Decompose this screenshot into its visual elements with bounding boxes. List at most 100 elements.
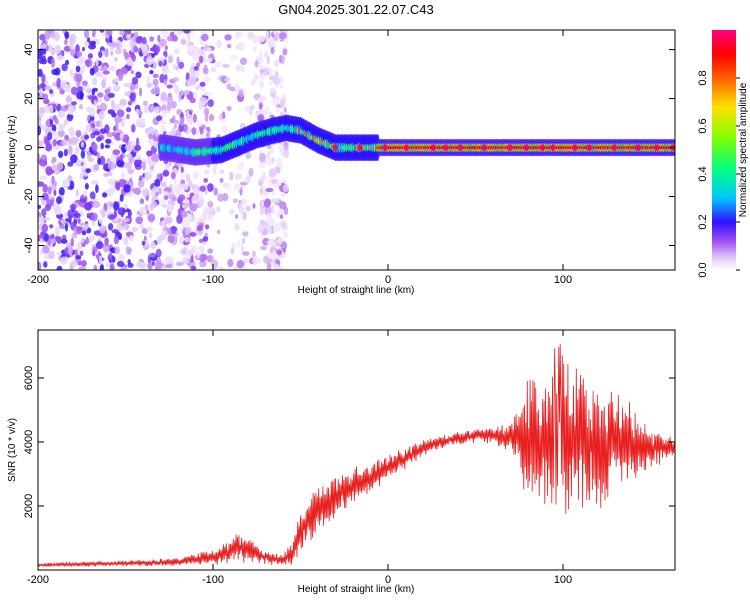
snr-frame xyxy=(37,329,676,571)
noise-cell xyxy=(57,129,65,138)
noise-cell xyxy=(178,93,182,102)
y-tick-label: 40 xyxy=(23,43,35,55)
noise-cell xyxy=(163,63,169,73)
noise-cell xyxy=(241,265,248,270)
noise-cell xyxy=(198,55,204,64)
noise-cell xyxy=(130,69,135,75)
ridge-peak-cell xyxy=(430,144,436,151)
noise-cell xyxy=(84,183,89,190)
noise-cell xyxy=(213,187,218,196)
noise-cell xyxy=(40,231,46,236)
noise-cell xyxy=(115,121,119,132)
noise-cell xyxy=(151,160,156,166)
noise-cell xyxy=(104,144,111,149)
main-title: GN04.2025.301.22.07.C43 xyxy=(278,2,433,17)
noise-cell xyxy=(153,45,161,54)
noise-cell xyxy=(65,59,70,66)
noise-cell xyxy=(160,181,167,188)
noise-cell xyxy=(215,206,221,213)
noise-cell xyxy=(38,153,41,163)
noise-cell xyxy=(175,65,180,71)
noise-cell xyxy=(249,105,256,110)
noise-cell xyxy=(216,39,223,49)
noise-cell xyxy=(140,43,148,52)
noise-cell xyxy=(123,218,130,223)
noise-cell xyxy=(151,153,159,163)
colorbar-tick-label: 0.2 xyxy=(697,214,709,229)
noise-cell xyxy=(38,125,42,136)
noise-cell xyxy=(198,48,205,56)
noise-cell xyxy=(229,171,234,181)
noise-cell xyxy=(141,240,146,246)
noise-cell xyxy=(183,30,191,34)
noise-cell xyxy=(80,237,85,244)
colorbar-tick-label: 0.4 xyxy=(697,166,709,181)
ridge-peak-cell xyxy=(443,144,449,151)
noise-cell xyxy=(161,230,168,235)
noise-cell xyxy=(76,60,84,66)
noise-cell xyxy=(58,187,65,196)
noise-cell xyxy=(61,138,68,147)
noise-cell xyxy=(63,119,69,126)
noise-cell xyxy=(41,56,47,63)
noise-cell xyxy=(275,107,280,115)
noise-cell xyxy=(66,113,74,122)
noise-cell xyxy=(84,134,90,140)
noise-cell xyxy=(250,79,256,86)
noise-cell xyxy=(69,42,74,50)
noise-cell xyxy=(224,34,232,41)
noise-cell xyxy=(51,156,57,163)
noise-cell xyxy=(265,159,274,166)
noise-cell xyxy=(79,222,85,227)
noise-cell xyxy=(236,161,245,171)
noise-cell xyxy=(268,168,276,178)
noise-cell xyxy=(109,34,113,44)
snr-xlabel: Height of straight line (km) xyxy=(298,584,415,595)
noise-cell xyxy=(196,224,203,232)
noise-cell xyxy=(50,183,57,191)
noise-cell xyxy=(93,264,98,270)
noise-cell xyxy=(147,213,156,222)
x-tick-label: -200 xyxy=(27,274,49,286)
noise-cell xyxy=(235,45,240,50)
noise-cell xyxy=(237,203,242,209)
noise-cell xyxy=(53,31,60,42)
ridge-peak-cell xyxy=(403,144,409,151)
noise-cell xyxy=(87,53,93,59)
noise-cell xyxy=(181,220,185,229)
y-tick-label: 20 xyxy=(23,92,35,104)
noise-cell xyxy=(84,223,89,230)
noise-cell xyxy=(251,34,259,44)
noise-cell xyxy=(276,180,282,187)
noise-cell xyxy=(203,169,210,175)
noise-cell xyxy=(44,203,52,212)
noise-cell xyxy=(124,203,128,210)
noise-cell xyxy=(69,130,75,137)
noise-cell xyxy=(206,183,214,192)
noise-cell xyxy=(177,162,184,169)
noise-cell xyxy=(69,69,74,77)
noise-cell xyxy=(75,65,81,73)
noise-cell xyxy=(186,110,190,118)
noise-cell xyxy=(180,166,184,173)
noise-cell xyxy=(75,243,80,249)
noise-cell xyxy=(242,237,246,245)
noise-cell xyxy=(97,157,102,165)
ridge-peak-cell xyxy=(539,144,545,151)
noise-cell xyxy=(146,56,154,66)
noise-cell xyxy=(195,130,199,137)
noise-cell xyxy=(123,184,131,193)
noise-cell xyxy=(99,225,106,234)
noise-cell xyxy=(203,207,209,213)
noise-cell xyxy=(242,231,249,237)
noise-cell xyxy=(106,132,113,138)
noise-cell xyxy=(274,83,279,88)
noise-cell xyxy=(118,254,125,261)
noise-cell xyxy=(54,226,60,236)
noise-cell xyxy=(219,169,225,174)
noise-cell xyxy=(56,196,62,205)
noise-cell xyxy=(52,82,57,87)
noise-cell xyxy=(88,95,96,100)
noise-cell xyxy=(279,201,287,210)
noise-cell xyxy=(40,237,43,244)
